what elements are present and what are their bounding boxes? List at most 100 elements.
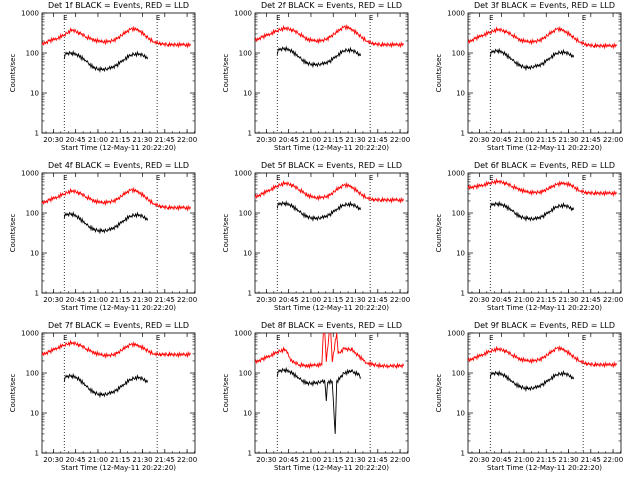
x-tick-label: 20:45 xyxy=(66,296,86,304)
x-tick-label: 21:30 xyxy=(345,136,365,144)
panel-title: Det 2f BLACK = Events, RED = LLD xyxy=(261,1,402,10)
x-tick-label: 20:30 xyxy=(43,296,63,304)
y-tick-label: 1 xyxy=(248,290,252,298)
x-tick-label: 21:30 xyxy=(345,296,365,304)
x-tick-label: 21:00 xyxy=(88,136,108,144)
x-tick-label: 20:45 xyxy=(66,456,86,464)
lld-series-line xyxy=(255,179,404,204)
time-marker-label: E xyxy=(489,174,493,182)
y-tick-label: 1 xyxy=(35,450,39,458)
y-tick-label: 1 xyxy=(461,290,465,298)
y-tick-label: 1 xyxy=(248,450,252,458)
x-axis-label: Start Time (12-May-11 20:22:20) xyxy=(61,144,176,152)
x-tick-label: 21:15 xyxy=(536,136,556,144)
y-tick-label: 1000 xyxy=(447,10,465,18)
y-tick-label: 1 xyxy=(35,130,39,138)
time-marker-label: E xyxy=(276,334,280,342)
y-tick-label: 10 xyxy=(243,250,252,258)
x-tick-label: 21:15 xyxy=(323,136,343,144)
x-tick-label: 22:00 xyxy=(603,456,623,464)
y-tick-label: 100 xyxy=(26,50,39,58)
x-tick-label: 21:30 xyxy=(558,456,578,464)
y-tick-label: 100 xyxy=(239,370,252,378)
panel-3: Det 3f BLACK = Events, RED = LLD 1 10 100 10… xyxy=(435,1,623,152)
events-series-line xyxy=(63,211,148,235)
x-tick-label: 21:30 xyxy=(558,296,578,304)
lld-series-line xyxy=(255,23,404,49)
axes-frame xyxy=(41,12,196,134)
time-marker-label: E xyxy=(156,174,160,182)
panel-title: Det 5f BLACK = Events, RED = LLD xyxy=(261,161,402,170)
axes-frame xyxy=(254,12,409,134)
axes-frame xyxy=(254,172,409,294)
y-tick-label: 100 xyxy=(452,50,465,58)
y-axis-label: Counts/sec xyxy=(435,374,443,413)
x-tick-label: 20:45 xyxy=(279,456,299,464)
time-marker-label: E xyxy=(489,334,493,342)
panel-2: Det 2f BLACK = Events, RED = LLD 1 10 100 10… xyxy=(222,1,410,152)
axes-frame xyxy=(41,332,196,454)
x-tick-label: 21:30 xyxy=(132,456,152,464)
x-tick-label: 21:30 xyxy=(132,136,152,144)
axes-frame xyxy=(467,332,622,454)
panel-title: Det 4f BLACK = Events, RED = LLD xyxy=(48,161,189,170)
x-tick-label: 20:30 xyxy=(469,296,489,304)
y-tick-label: 1 xyxy=(461,130,465,138)
x-axis-label: Start Time (12-May-11 20:22:20) xyxy=(274,304,389,312)
time-marker-label: E xyxy=(156,14,160,22)
panel-7: Det 7f BLACK = Events, RED = LLD 1 10 100 10… xyxy=(9,321,197,472)
x-tick-label: 22:00 xyxy=(390,456,410,464)
events-series-line xyxy=(63,372,148,399)
y-tick-label: 100 xyxy=(452,210,465,218)
y-tick-label: 10 xyxy=(30,410,39,418)
y-tick-label: 100 xyxy=(239,210,252,218)
x-tick-label: 21:45 xyxy=(368,296,388,304)
panel-title: Det 8f BLACK = Events, RED = LLD xyxy=(261,321,402,330)
events-series-line xyxy=(63,49,148,74)
x-tick-label: 21:15 xyxy=(323,296,343,304)
y-tick-label: 10 xyxy=(243,90,252,98)
lld-series-line xyxy=(468,177,617,198)
panel-4: Det 4f BLACK = Events, RED = LLD 1 10 100 10… xyxy=(9,161,197,312)
y-tick-label: 1000 xyxy=(234,170,252,178)
panel-6: Det 6f BLACK = Events, RED = LLD 1 10 100 10… xyxy=(435,161,623,312)
x-tick-label: 20:30 xyxy=(256,136,276,144)
x-tick-label: 21:45 xyxy=(581,296,601,304)
x-tick-label: 21:15 xyxy=(110,136,130,144)
lld-series-line xyxy=(255,333,404,370)
events-series-line xyxy=(489,47,574,72)
x-tick-label: 21:45 xyxy=(581,456,601,464)
y-tick-label: 100 xyxy=(26,370,39,378)
panel-title: Det 6f BLACK = Events, RED = LLD xyxy=(474,161,615,170)
x-tick-label: 21:00 xyxy=(514,136,534,144)
lld-series-line xyxy=(42,25,191,49)
x-tick-label: 21:00 xyxy=(301,296,321,304)
x-tick-label: 21:15 xyxy=(536,296,556,304)
axes-frame xyxy=(467,12,622,134)
y-tick-label: 10 xyxy=(456,410,465,418)
events-series-line xyxy=(276,366,361,434)
y-tick-label: 1000 xyxy=(447,170,465,178)
y-tick-label: 1000 xyxy=(21,330,39,338)
lld-series-line xyxy=(42,186,191,212)
y-axis-label: Counts/sec xyxy=(9,54,17,93)
panel-1: Det 1f BLACK = Events, RED = LLD 1 10 100 10… xyxy=(9,1,197,152)
x-tick-label: 20:45 xyxy=(492,296,512,304)
x-tick-label: 22:00 xyxy=(603,296,623,304)
y-tick-label: 10 xyxy=(30,90,39,98)
y-tick-label: 1000 xyxy=(447,330,465,338)
time-marker-label: E xyxy=(156,334,160,342)
x-tick-label: 21:45 xyxy=(155,296,175,304)
y-axis-label: Counts/sec xyxy=(222,374,230,413)
x-tick-label: 21:00 xyxy=(514,296,534,304)
time-marker-label: E xyxy=(582,334,586,342)
time-marker-label: E xyxy=(489,14,493,22)
time-marker-label: E xyxy=(276,14,280,22)
x-tick-label: 22:00 xyxy=(390,296,410,304)
x-tick-label: 21:00 xyxy=(88,296,108,304)
y-tick-label: 1 xyxy=(35,290,39,298)
x-tick-label: 21:00 xyxy=(301,456,321,464)
x-tick-label: 21:45 xyxy=(368,456,388,464)
x-tick-label: 21:15 xyxy=(110,296,130,304)
y-tick-label: 100 xyxy=(239,50,252,58)
